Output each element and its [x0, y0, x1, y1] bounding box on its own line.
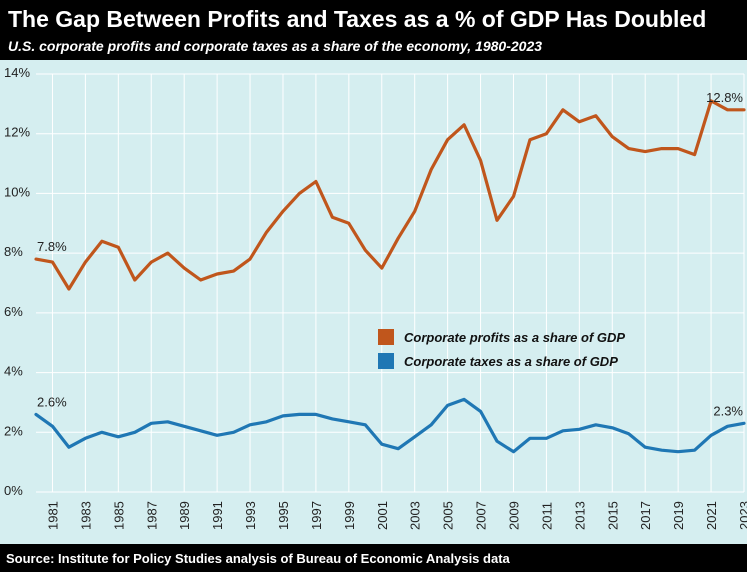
x-tick-label: 2015 [605, 501, 620, 530]
chart-title: The Gap Between Profits and Taxes as a %… [8, 6, 707, 32]
x-tick-label: 2009 [506, 501, 521, 530]
x-tick-label: 1995 [276, 501, 291, 530]
plot-area: 0% 2% 4% 6% 8% 10% 12% 14% 1981 1983 1985 1987 1989… [0, 60, 747, 544]
legend-label: Corporate profits as a share of GDP [404, 330, 625, 345]
y-axis-ticks: 0% 2% 4% 6% 8% 10% 12% 14% [4, 65, 30, 498]
chart-subtitle: U.S. corporate profits and corporate tax… [8, 38, 543, 54]
x-tick-label: 1999 [342, 501, 357, 530]
x-tick-label: 2021 [704, 501, 719, 530]
chart-header: The Gap Between Profits and Taxes as a %… [0, 0, 747, 60]
x-tick-label: 2005 [441, 501, 456, 530]
series-line-profits [34, 99, 746, 291]
x-axis-ticks: 1981 1983 1985 1987 1989 1991 1993 1995 1997 1999… [45, 501, 747, 530]
y-tick-label: 10% [4, 184, 30, 199]
x-tick-label: 1991 [210, 501, 225, 530]
data-label-start: 7.8% [37, 239, 67, 254]
x-tick-label: 2019 [671, 501, 686, 530]
data-label-end: 12.8% [706, 90, 743, 105]
series-line-taxes [34, 397, 746, 454]
legend: Corporate profits as a share of GDP Corpo… [378, 329, 625, 369]
source-note: Source: Institute for Policy Studies ana… [6, 551, 510, 566]
chart-footer: Source: Institute for Policy Studies ana… [0, 544, 747, 572]
x-tick-label: 1981 [45, 501, 60, 530]
legend-label: Corporate taxes as a share of GDP [404, 354, 618, 369]
x-tick-label: 2013 [572, 501, 587, 530]
data-label-end: 2.3% [713, 403, 743, 418]
y-tick-label: 4% [4, 364, 23, 379]
y-tick-label: 14% [4, 65, 30, 80]
y-tick-label: 8% [4, 244, 23, 259]
y-tick-label: 2% [4, 423, 23, 438]
y-tick-label: 0% [4, 483, 23, 498]
x-tick-label: 1983 [78, 501, 93, 530]
x-tick-label: 2001 [375, 501, 390, 530]
legend-swatch [378, 329, 394, 345]
x-tick-label: 2007 [474, 501, 489, 530]
grid [36, 73, 745, 493]
x-tick-label: 1989 [177, 501, 192, 530]
x-tick-label: 1985 [111, 501, 126, 530]
x-tick-label: 2023 [737, 501, 747, 530]
y-tick-label: 6% [4, 304, 23, 319]
line-chart: 0% 2% 4% 6% 8% 10% 12% 14% 1981 1983 1985 1987 1989… [4, 65, 747, 530]
x-tick-label: 1997 [309, 501, 324, 530]
x-tick-label: 1993 [243, 501, 258, 530]
x-tick-label: 1987 [144, 501, 159, 530]
y-tick-label: 12% [4, 125, 30, 140]
legend-swatch [378, 353, 394, 369]
data-label-start: 2.6% [37, 394, 67, 409]
x-tick-label: 2011 [539, 502, 554, 530]
data-labels: 7.8% 12.8% 2.6% 2.3% [37, 90, 743, 419]
x-tick-label: 2017 [638, 501, 653, 530]
series [34, 99, 746, 454]
x-tick-label: 2003 [408, 501, 423, 530]
